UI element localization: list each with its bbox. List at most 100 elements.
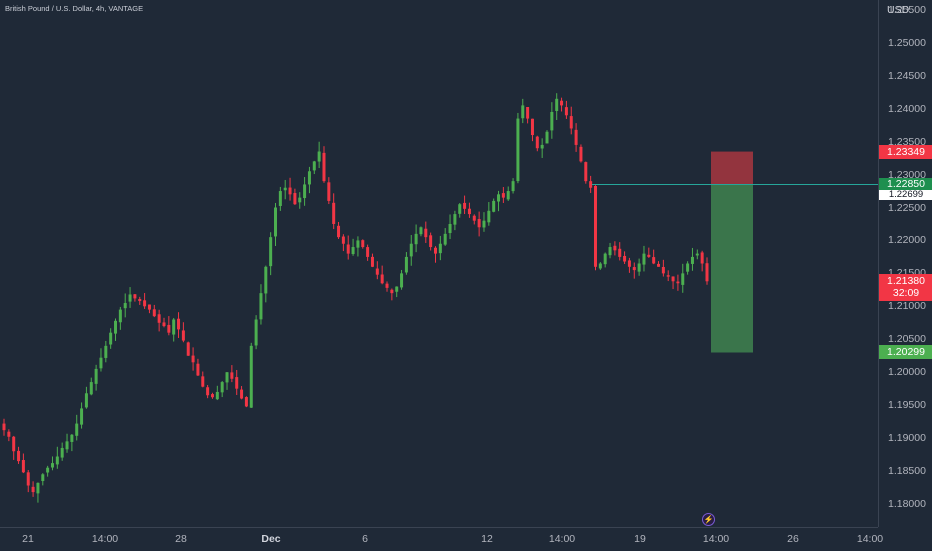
candle-body: [244, 397, 248, 407]
candle-body: [84, 393, 88, 408]
current-price-label: 1.21380: [887, 275, 925, 288]
candle-body: [356, 240, 360, 248]
time-tick: 12: [481, 533, 493, 545]
candle-body: [681, 273, 685, 285]
candle-body: [438, 243, 442, 254]
candle-body: [487, 210, 491, 223]
candle-body: [400, 273, 404, 288]
candle-body: [264, 266, 268, 294]
candle-body: [497, 194, 501, 202]
candle-body: [608, 247, 612, 256]
candle-body: [206, 387, 210, 396]
candle-body: [623, 255, 627, 262]
currency-label: USD: [887, 4, 910, 16]
bar-countdown: 32:09: [892, 287, 920, 300]
candle-body: [351, 247, 355, 255]
candle-body: [128, 294, 132, 302]
candle-body: [569, 116, 573, 129]
candle-body: [540, 144, 544, 149]
candle-body: [249, 345, 253, 408]
current-price-tag: 1.21380 32:09: [879, 274, 932, 302]
candle-body: [55, 456, 59, 465]
candle-body: [613, 245, 617, 251]
time-tick: 14:00: [702, 533, 730, 545]
price-tick: 1.24500: [888, 69, 926, 82]
candle-body: [593, 185, 597, 267]
candle-body: [269, 237, 273, 267]
price-tick: 1.21000: [888, 300, 926, 313]
candle-body: [60, 447, 64, 458]
candle-body: [162, 322, 166, 327]
candle-body: [317, 151, 321, 162]
time-tick: 19: [634, 533, 646, 545]
candle-body: [138, 298, 142, 302]
price-tick: 1.23000: [888, 168, 926, 181]
short-position-tool: [711, 151, 753, 353]
candle-body: [550, 111, 554, 131]
time-tick: 6: [362, 533, 368, 545]
candle-body: [254, 319, 258, 346]
candle-body: [404, 256, 408, 273]
candle-body: [288, 187, 292, 195]
candle-body: [298, 197, 302, 203]
time-axis[interactable]: 21 14:00 28 Dec 6 12 14:00 19 14:00 26 14:00: [0, 527, 883, 551]
stop-loss-zone: [711, 151, 753, 185]
candle-body: [482, 220, 486, 228]
candle-body: [686, 263, 690, 272]
candle-body: [89, 382, 93, 395]
price-tick: 1.20500: [888, 333, 926, 346]
candle-body: [564, 107, 568, 116]
candle-body: [36, 482, 40, 494]
candle-body: [186, 342, 190, 356]
candle-body: [7, 431, 11, 437]
price-tick: 1.22000: [888, 234, 926, 247]
chart-area[interactable]: British Pound / U.S. Dollar, 4h, VANTAGE: [0, 0, 878, 527]
candle-body: [584, 162, 588, 182]
time-tick: 21: [22, 533, 34, 545]
candle-body: [642, 253, 646, 265]
candle-body: [12, 436, 16, 452]
candle-body: [278, 191, 282, 206]
candle-body: [341, 236, 345, 244]
candle-body: [75, 423, 79, 436]
candle-body: [94, 368, 98, 384]
candle-body: [2, 423, 6, 431]
time-tick: 26: [787, 533, 799, 545]
candle-body: [177, 318, 181, 330]
candle-body: [375, 268, 379, 275]
price-tick: 1.19000: [888, 432, 926, 445]
candle-body: [109, 332, 113, 345]
candle-body: [307, 171, 311, 185]
time-tick: 14:00: [548, 533, 576, 545]
candle-body: [433, 247, 437, 254]
candle-body: [414, 233, 418, 245]
price-axis[interactable]: USD 1.25500 1.25000 1.24500 1.24000 1.23500 1…: [878, 0, 932, 527]
lightning-icon[interactable]: ⚡: [702, 513, 715, 526]
price-chart[interactable]: [0, 0, 878, 527]
candle-body: [632, 267, 636, 271]
candle-body: [443, 233, 447, 245]
candle-body: [21, 460, 25, 473]
candle-body: [196, 363, 200, 376]
candle-body: [191, 355, 195, 363]
candle-body: [50, 463, 54, 468]
price-tick: 1.18500: [888, 465, 926, 477]
candle-body: [143, 300, 147, 307]
candle-body: [147, 304, 151, 310]
candle-body: [215, 391, 219, 400]
candle-body: [618, 248, 622, 257]
candle-body: [172, 319, 176, 335]
candle-body: [114, 320, 118, 334]
candle-body: [361, 240, 365, 248]
price-tick: 1.18000: [888, 497, 926, 510]
candle-body: [453, 214, 457, 225]
candle-body: [259, 293, 263, 320]
candle-body: [598, 263, 602, 269]
candle-body: [303, 184, 307, 199]
candle-body: [210, 394, 214, 398]
candle-body: [603, 253, 607, 265]
chart-title: British Pound / U.S. Dollar, 4h, VANTAGE: [5, 4, 144, 13]
candle-body: [661, 266, 665, 274]
candle-body: [574, 129, 578, 145]
time-tick: 28: [175, 533, 187, 545]
